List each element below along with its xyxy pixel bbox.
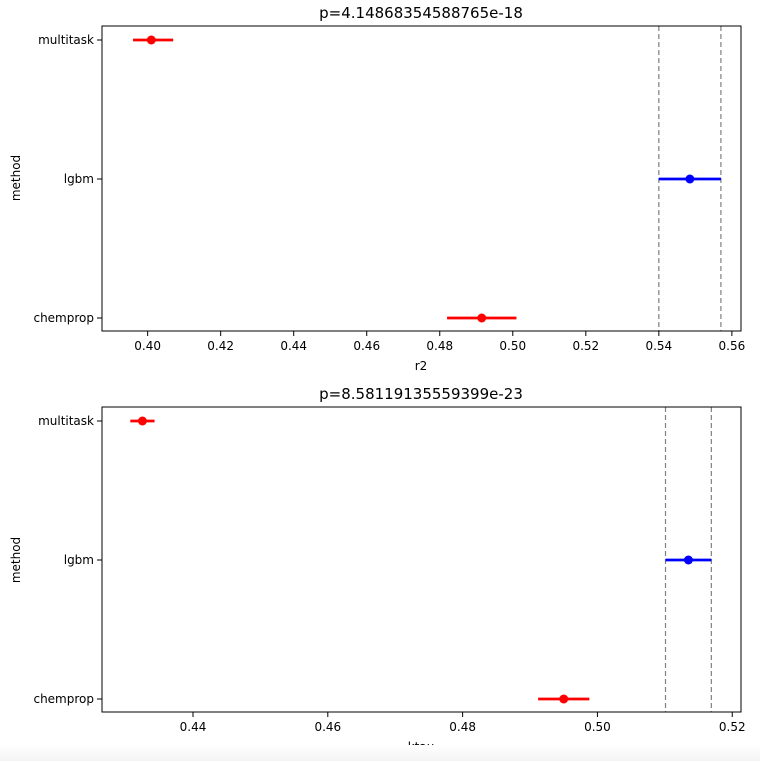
r2-panel: p=4.14868354588765e-18 multitask lgbm chem…: [9, 4, 745, 373]
ktau-chemprop-point: [559, 694, 569, 704]
r2-x-ticks: 0.40 0.42 0.44 0.46 0.48 0.50 0.52 0.54 0.56: [134, 331, 745, 353]
r2-x-tick-label-4: 0.46: [353, 339, 380, 353]
ktau-y-tick-label-multitask: multitask: [38, 414, 94, 428]
r2-y-tick-label-chemprop: chemprop: [33, 311, 94, 325]
ktau-panel: p=8.58119135559399e-23 multitask lgbm chem…: [9, 385, 746, 754]
r2-y-axis-label: method: [9, 155, 23, 201]
r2-x-tick-label-5: 0.48: [426, 339, 453, 353]
r2-y-tick-label-multitask: multitask: [38, 33, 94, 47]
r2-x-tick-label-9: 0.56: [719, 339, 746, 353]
ktau-panel-title: p=8.58119135559399e-23: [319, 385, 523, 403]
r2-plot-frame: [101, 25, 742, 332]
ktau-y-axis-label: method: [9, 537, 23, 583]
r2-x-axis-label: r2: [415, 359, 428, 373]
ktau-data-points: [130, 416, 712, 704]
r2-x-tick-label-2: 0.42: [207, 339, 234, 353]
r2-x-tick-label-1: 0.40: [134, 339, 161, 353]
r2-x-tick-label-3: 0.44: [280, 339, 307, 353]
r2-lgbm-point: [685, 174, 695, 184]
r2-x-tick-label-7: 0.52: [572, 339, 599, 353]
ktau-x-tick-label-4: 0.50: [584, 720, 611, 734]
ktau-y-tick-label-lgbm: lgbm: [64, 553, 94, 567]
ktau-plot-frame: [101, 406, 742, 713]
r2-panel-title: p=4.14868354588765e-18: [319, 4, 523, 22]
r2-x-tick-label-6: 0.50: [499, 339, 526, 353]
r2-multitask-point: [146, 35, 156, 45]
r2-y-tick-label-lgbm: lgbm: [64, 172, 94, 186]
ktau-x-tick-label-5: 0.52: [719, 720, 746, 734]
r2-data-points: [133, 35, 721, 323]
ktau-x-tick-label-1: 0.44: [180, 720, 207, 734]
ktau-x-tick-label-3: 0.48: [449, 720, 476, 734]
r2-chemprop-point: [477, 313, 487, 323]
ktau-x-ticks: 0.44 0.46 0.48 0.50 0.52: [180, 712, 746, 734]
bottom-edge: [0, 745, 760, 761]
ktau-y-tick-label-chemprop: chemprop: [33, 692, 94, 706]
r2-x-tick-label-8: 0.54: [645, 339, 672, 353]
ktau-multitask-point: [137, 416, 147, 426]
ktau-y-ticks: multitask lgbm chemprop: [33, 414, 102, 706]
ktau-lgbm-point: [683, 555, 693, 565]
r2-y-ticks: multitask lgbm chemprop: [33, 33, 102, 325]
ktau-x-tick-label-2: 0.46: [314, 720, 341, 734]
